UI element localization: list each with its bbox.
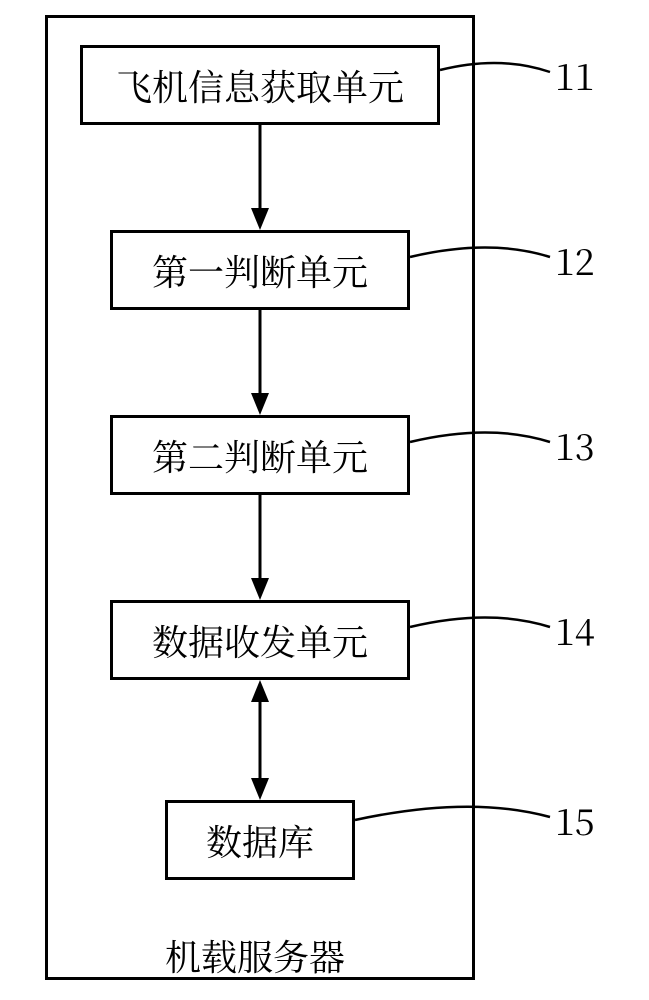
leader-line — [440, 63, 550, 72]
leader-line — [410, 433, 550, 443]
leader-line — [355, 807, 550, 820]
connectors — [0, 0, 649, 1000]
diagram-canvas: 机载服务器飞机信息获取单元11第一判断单元12第二判断单元13数据收发单元14数… — [0, 0, 649, 1000]
leader-line — [410, 618, 550, 628]
leader-line — [410, 248, 550, 258]
